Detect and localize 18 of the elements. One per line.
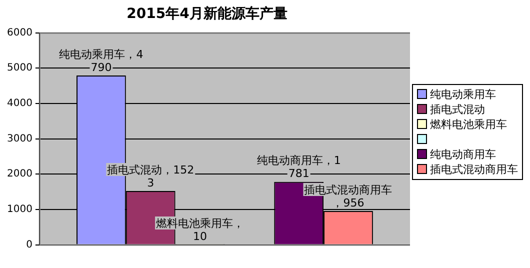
y-tick-label: 6000 [6,27,32,38]
legend-label: 纯电动乘用车 [430,88,496,101]
y-tick-label: 4000 [6,98,32,110]
y-tick-label: 3000 [6,133,32,144]
data-label: 纯电动乘用车，4790 [59,48,144,74]
data-label: 插电式混动商用车，956 [304,183,392,210]
data-label: 纯电动商用车，1781 [256,154,341,180]
y-tick-label: 1000 [6,204,32,216]
data-label: 燃料电池乘用车，10 [156,216,244,243]
chart-title: 2015年4月新能源车产量 [126,5,288,22]
data-label: 插电式混动，1523 [107,163,194,190]
y-tick-label: 0 [26,239,32,250]
legend-label: 纯电动商用车 [430,148,496,161]
y-tick-label: 2000 [6,168,32,180]
legend-label: 燃料电池乘用车 [430,118,507,131]
legend-label: 插电式混动 [430,103,485,116]
legend-label: 插电式混动商用车 [430,163,518,176]
y-tick-label: 5000 [6,62,32,74]
